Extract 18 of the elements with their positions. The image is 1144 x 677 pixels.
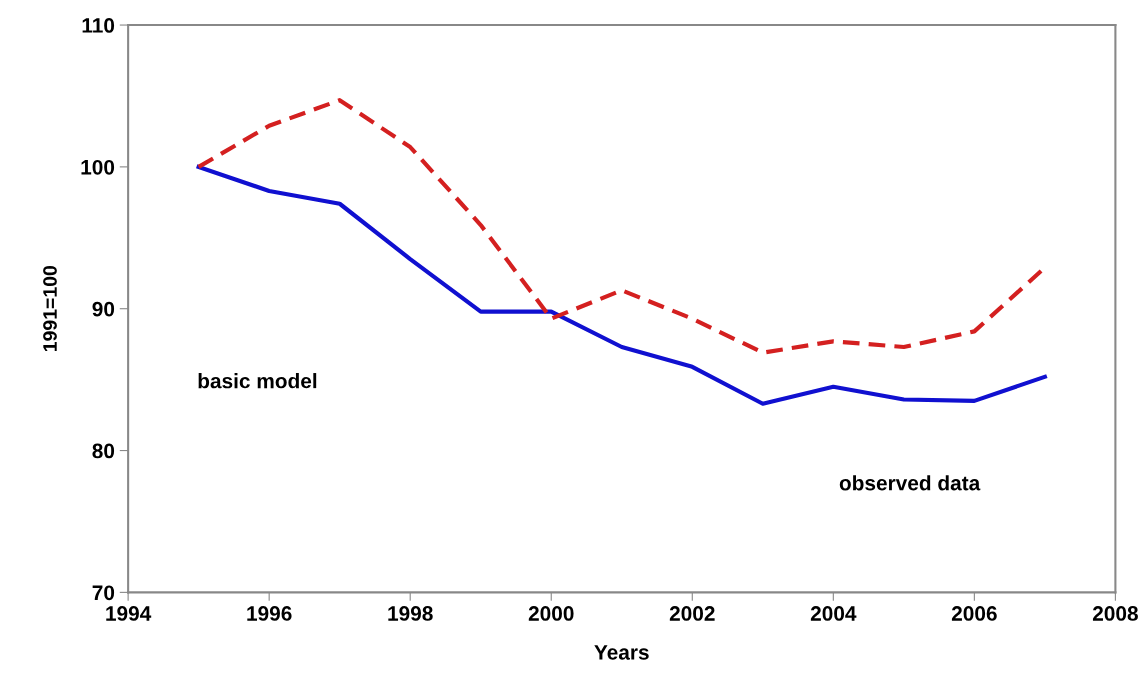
y-tick-label: 100 <box>81 159 115 175</box>
y-tick-label: 80 <box>92 443 115 459</box>
annotation: observed data <box>839 475 981 491</box>
annotation: basic model <box>198 373 317 389</box>
line-series <box>196 164 1047 406</box>
y-tick-label: 70 <box>92 585 115 601</box>
y-tick-label: 110 <box>82 18 115 33</box>
x-tick-label: 2006 <box>951 606 997 621</box>
x-axis-title: Years <box>594 645 649 660</box>
x-tick-label: 2004 <box>810 606 857 621</box>
y-axis-title: 1991=100 <box>43 265 57 352</box>
x-tick-label: 2008 <box>1092 606 1138 621</box>
x-tick-label: 1996 <box>247 606 292 621</box>
x-tick-label: 2002 <box>669 606 715 621</box>
x-tick-label: 2000 <box>528 606 574 621</box>
x-tick-label: 1998 <box>388 606 433 621</box>
y-tick-label: 90 <box>92 301 115 317</box>
x-tick-label: 1994 <box>106 606 152 621</box>
